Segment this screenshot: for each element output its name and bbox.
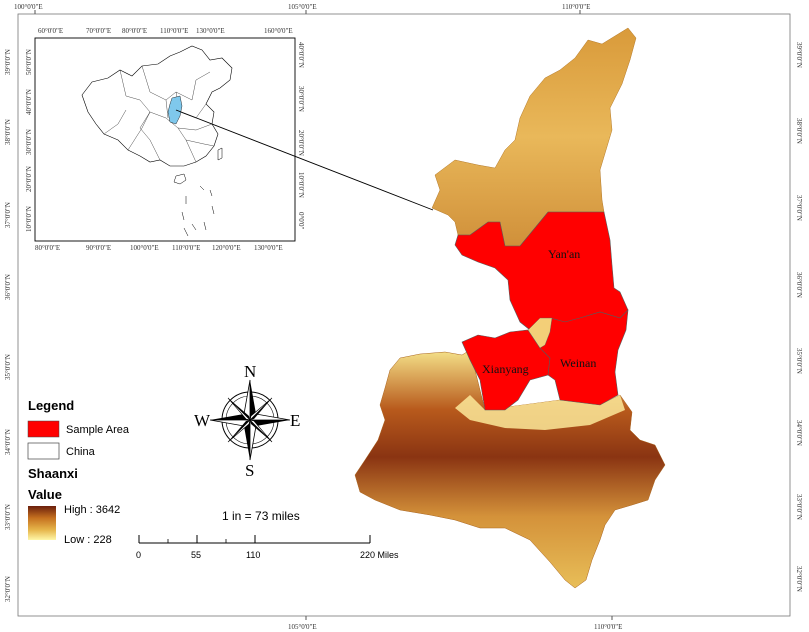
inset-tick-bottom: 120°0'0"E bbox=[212, 244, 241, 252]
frame-tick-top: 110°0'0"E bbox=[562, 3, 590, 11]
label-weinan: Weinan bbox=[560, 356, 596, 370]
legend-swatch-china bbox=[27, 442, 60, 460]
inset-shaanxi-highlight bbox=[167, 95, 183, 125]
legend-high-label: High : 3642 bbox=[64, 504, 120, 516]
compass-s: S bbox=[245, 461, 254, 480]
north-arrow: N S E W bbox=[194, 362, 300, 480]
frame-ticks-top: 100°0'0"E 105°0'0"E 110°0'0"E bbox=[14, 3, 590, 14]
inset-tick-bottom: 80°0'0"E bbox=[35, 244, 60, 252]
frame-tick-top: 105°0'0"E bbox=[288, 3, 317, 11]
legend-shaanxi-title: Shaanxi bbox=[28, 466, 78, 481]
frame-tick-right: 35°0'0"N bbox=[795, 348, 803, 374]
frame-tick-right: 32°0'0"N bbox=[795, 566, 803, 592]
scale-label: 55 bbox=[191, 550, 201, 560]
scale-label: 110 bbox=[246, 550, 260, 560]
frame-tick-left: 39°0'0"N bbox=[4, 49, 12, 75]
frame-tick-right: 34°0'0"N bbox=[795, 420, 803, 446]
frame-tick-left: 36°0'0"N bbox=[4, 274, 12, 300]
inset-tick-right: 30°0'0"N bbox=[297, 86, 305, 112]
inset-tick-top: 80°0'0"E bbox=[122, 27, 147, 35]
legend-low-label: Low : 228 bbox=[64, 534, 112, 546]
inset-tick-top: 110°0'0"E bbox=[160, 27, 188, 35]
inset-tick-right: 40°0'0"N bbox=[297, 42, 305, 68]
legend-title: Legend bbox=[28, 398, 74, 413]
legend: Legend Sample Area China Shaanxi Value H… bbox=[27, 398, 130, 546]
frame-tick-right: 37°0'0"N bbox=[795, 195, 803, 221]
legend-label-china: China bbox=[66, 446, 96, 458]
compass-e: E bbox=[290, 411, 300, 430]
compass-n: N bbox=[244, 362, 256, 381]
frame-tick-top: 100°0'0"E bbox=[14, 3, 43, 11]
legend-swatch-sample-area bbox=[27, 420, 60, 438]
frame-tick-right: 39°0'0"N bbox=[795, 42, 803, 68]
frame-tick-left: 32°0'0"N bbox=[4, 576, 12, 602]
frame-tick-left: 35°0'0"N bbox=[4, 354, 12, 380]
compass-w: W bbox=[194, 411, 211, 430]
legend-value-title: Value bbox=[28, 487, 62, 502]
frame-tick-bottom: 110°0'0"E bbox=[594, 623, 622, 631]
frame-tick-right: 36°0'0"N bbox=[795, 272, 803, 298]
inset-map: 60°0'0"E 70°0'0"E 80°0'0"E 110°0'0"E 130… bbox=[25, 27, 305, 252]
inset-tick-left: 20°0'0"N bbox=[25, 166, 33, 192]
inset-tick-bottom: 110°0'0"E bbox=[172, 244, 200, 252]
scale-bar: 1 in = 73 miles 0 55 110 220 Miles bbox=[136, 509, 399, 560]
frame-ticks-left: 39°0'0"N 38°0'0"N 37°0'0"N 36°0'0"N 35°0… bbox=[4, 49, 12, 602]
sample-area-weinan bbox=[534, 309, 629, 406]
inset-tick-top: 130°0'0"E bbox=[196, 27, 225, 35]
inset-tick-left: 40°0'0"N bbox=[25, 89, 33, 115]
inset-taiwan bbox=[217, 147, 223, 161]
inset-tick-top: 60°0'0"E bbox=[38, 27, 63, 35]
frame-tick-left: 33°0'0"N bbox=[4, 504, 12, 530]
inset-tick-right: 20°0'0"N bbox=[297, 130, 305, 156]
label-yanan: Yan'an bbox=[548, 247, 580, 261]
inset-tick-left: 30°0'0"N bbox=[25, 129, 33, 155]
inset-hainan bbox=[173, 173, 187, 185]
frame-tick-bottom: 105°0'0"E bbox=[288, 623, 317, 631]
inset-tick-right: 0°0'0" bbox=[297, 212, 305, 230]
frame-tick-right: 33°0'0"N bbox=[795, 494, 803, 520]
label-xianyang: Xianyang bbox=[482, 362, 529, 376]
inset-tick-top: 70°0'0"E bbox=[86, 27, 111, 35]
inset-tick-left: 50°0'0"N bbox=[25, 49, 33, 75]
inset-tick-left: 10°0'0"N bbox=[25, 206, 33, 232]
frame-tick-left: 37°0'0"N bbox=[4, 202, 12, 228]
legend-label-sample-area: Sample Area bbox=[66, 424, 130, 436]
frame-tick-left: 38°0'0"N bbox=[4, 119, 12, 145]
inset-tick-bottom: 100°0'0"E bbox=[130, 244, 159, 252]
inset-tick-bottom: 90°0'0"E bbox=[86, 244, 111, 252]
inset-connector-line bbox=[175, 109, 434, 211]
inset-tick-bottom: 130°0'0"E bbox=[254, 244, 283, 252]
frame-ticks-bottom: 105°0'0"E 110°0'0"E bbox=[288, 616, 622, 631]
inset-tick-right: 10°0'0"N bbox=[297, 172, 305, 198]
xian-area bbox=[527, 317, 553, 349]
frame-ticks-right: 39°0'0"N 38°0'0"N 37°0'0"N 36°0'0"N 35°0… bbox=[795, 42, 803, 592]
frame-tick-left: 34°0'0"N bbox=[4, 429, 12, 455]
scale-label: 0 bbox=[136, 550, 141, 560]
legend-dem-ramp bbox=[28, 506, 56, 540]
frame-tick-right: 38°0'0"N bbox=[795, 118, 803, 144]
scale-label: 220 Miles bbox=[360, 550, 399, 560]
inset-tick-top: 160°0'0"E bbox=[264, 27, 293, 35]
guanzhong-plain bbox=[455, 395, 625, 430]
scale-ratio: 1 in = 73 miles bbox=[222, 509, 300, 523]
south-china-sea-islands bbox=[181, 185, 215, 237]
